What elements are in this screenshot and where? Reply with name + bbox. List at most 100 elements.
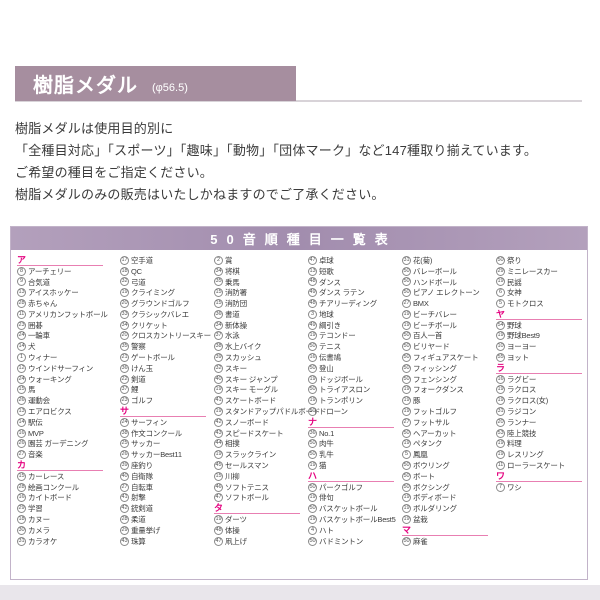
event-item: 13 アイスホッケー (17, 287, 120, 298)
item-number-badge: 28 (17, 482, 26, 492)
item-number-badge: 24 (120, 417, 129, 427)
item-number-badge: 40 (214, 374, 223, 384)
item-number-badge: 35 (120, 342, 129, 352)
event-item: 50 ドローン (308, 406, 402, 417)
item-number-badge: 50 (402, 353, 411, 363)
item-label: 絵画コンクール (28, 482, 80, 492)
item-number-badge: 19 (214, 515, 223, 525)
event-item: 28 絵画コンクール (17, 482, 120, 493)
item-label: アーチェリー (28, 266, 72, 276)
item-number-badge: 27 (120, 482, 129, 492)
item-number-badge: 42 (214, 417, 223, 427)
item-number-badge: 50 (402, 363, 411, 373)
event-item: 37 水泳 (214, 331, 308, 342)
item-label: ピアノ エレクトーン (413, 288, 480, 298)
event-item: 31 花(菊) (402, 255, 496, 266)
item-number-badge: 50 (402, 471, 411, 481)
event-item: 19 ビーチバレー (402, 309, 496, 320)
item-label: ミニレースカー (507, 266, 558, 276)
event-item: 11 アメリカンフットボール (17, 309, 120, 320)
item-label: フェンシング (413, 374, 457, 384)
item-label: 豚 (413, 396, 421, 406)
item-number-badge: 39 (214, 353, 223, 363)
item-number-badge: 19 (496, 396, 505, 406)
table-column-5: 31 花(菊) 50 バレーボール 50 ハンドボール 50 ピアノ エレクトーン 27 BMX 1… (402, 255, 496, 547)
item-number-badge: 50 (308, 450, 317, 460)
item-label: ラジコン (507, 407, 537, 417)
item-number-badge: 31 (17, 536, 26, 546)
item-label: フットゴルフ (413, 407, 457, 417)
section-header-カ: カ (17, 460, 103, 471)
event-item: 19 バスケットボールBest5 (308, 514, 402, 525)
section-header-ナ: ナ (308, 417, 394, 428)
item-number-badge: 41 (214, 396, 223, 406)
event-item: 19 トランポリン (308, 395, 402, 406)
event-item: 19 ボルダリング (402, 503, 496, 514)
item-number-badge: 50 (308, 363, 317, 373)
event-item: 54 野球 (496, 320, 590, 331)
item-number-badge: 48 (308, 299, 317, 309)
event-item: 19 ダーツ (214, 514, 308, 525)
item-label: ソフトボール (225, 493, 269, 503)
item-label: ウインドサーフィン (28, 363, 94, 373)
item-label: ダンス (319, 277, 341, 287)
item-number-badge: 19 (308, 396, 317, 406)
item-number-badge: 20 (496, 417, 505, 427)
event-item: 19 スキー モーグル (214, 385, 308, 396)
item-number-badge: 45 (214, 461, 223, 471)
item-number-badge: 19 (308, 493, 317, 503)
event-item: 41 スケートボード (214, 395, 308, 406)
event-item: 50 ボート (402, 471, 496, 482)
event-item: 50 フィッシング (402, 363, 496, 374)
item-label: ボート (413, 471, 435, 481)
event-item: 19 スタンドアップパドルボード (214, 406, 320, 417)
item-number-badge: 48 (308, 277, 317, 287)
event-item: 31 ラジコン (496, 406, 590, 417)
item-label: ボウリング (413, 461, 450, 471)
item-number-badge: 47 (214, 493, 223, 503)
item-label: 鳳凰 (413, 450, 428, 460)
item-number-badge: 19 (308, 461, 317, 471)
event-item: 50 ピアノ エレクトーン (402, 287, 496, 298)
event-item: 15 消防団 (214, 298, 308, 309)
item-number-badge: 50 (402, 374, 411, 384)
event-item: 27 音楽 (17, 449, 120, 460)
item-number-badge: 48 (214, 525, 223, 535)
item-number-badge: 6 (496, 288, 505, 298)
item-label: バスケットボールBest5 (319, 515, 396, 525)
item-number-badge: 46 (214, 482, 223, 492)
item-number-badge: 50 (308, 536, 317, 546)
item-number-badge: 9 (17, 277, 26, 287)
item-label: 柔道 (131, 515, 146, 525)
event-item: 50 登山 (308, 363, 402, 374)
item-label: 水上バイク (225, 342, 262, 352)
table-column-6: 50 祭り 29 ミニレースカー 19 民謡 6 女神 5 モトクロスヤ 54 野球 19 野球Best9… (496, 255, 590, 547)
event-item: 50 ヘアーカット (402, 428, 496, 439)
event-item: 46 ソフトテニス (214, 482, 308, 493)
event-item: 50 フィギュアスケート (402, 352, 496, 363)
item-label: 音楽 (28, 450, 43, 460)
event-item: 40 自衛隊 (120, 471, 214, 482)
item-label: 珠算 (131, 536, 146, 546)
item-number-badge: 43 (120, 536, 129, 546)
event-item: 48 体操 (214, 525, 308, 536)
item-number-badge: 36 (120, 363, 129, 373)
event-item: 1 ウィナー (17, 352, 120, 363)
event-item: 16 伝書鳩 (308, 352, 402, 363)
event-item: 50 麻雀 (402, 536, 496, 547)
item-number-badge: 54 (496, 320, 505, 330)
event-item: 19 ペタンク (402, 439, 496, 450)
event-item: 14 駅伝 (17, 417, 120, 428)
item-label: 警察 (131, 342, 146, 352)
item-label: トランポリン (319, 396, 363, 406)
event-item: 19 レスリング (496, 449, 590, 460)
item-label: ビリヤード (413, 342, 450, 352)
item-number-badge: 38 (120, 428, 129, 438)
section-header-マ: マ (402, 525, 488, 536)
page-header: 樹脂メダル (φ56.5) (15, 66, 582, 102)
item-number-badge: 4 (308, 525, 317, 535)
item-label: 川柳 (225, 471, 240, 481)
item-number-badge: 35 (214, 277, 223, 287)
event-item: 6 女神 (496, 287, 590, 298)
